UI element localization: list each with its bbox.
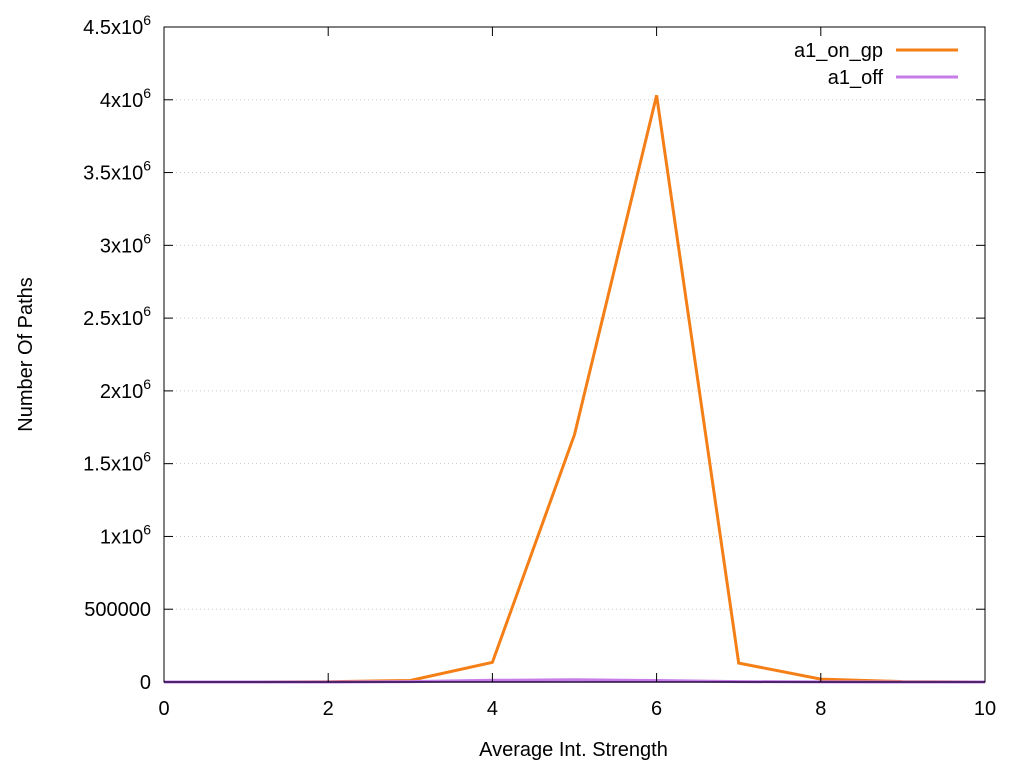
x-tick-label-5: 10 xyxy=(974,698,996,720)
legend-label-a1_off: a1_off xyxy=(828,67,884,89)
y-tick-label-3: 1.5x106 xyxy=(83,449,151,476)
legend: a1_on_gp a1_off xyxy=(794,40,958,89)
y-tick-label-9: 4.5x106 xyxy=(83,12,151,39)
x-tick-label-0: 0 xyxy=(158,698,169,720)
y-tick-label-8: 4x106 xyxy=(100,85,151,112)
series-line-a1_on_gp xyxy=(164,95,986,684)
y-tick-label-0: 0 xyxy=(140,672,151,694)
y-tick-label-2: 1x106 xyxy=(100,521,151,548)
x-tick-label-1: 2 xyxy=(323,698,334,720)
legend-label-a1_on_gp: a1_on_gp xyxy=(794,40,883,62)
x-tick-label-4: 8 xyxy=(815,698,826,720)
y-tick-label-4: 2x106 xyxy=(100,376,151,403)
y-tick-label-7: 3.5x106 xyxy=(83,158,151,185)
grid-lines xyxy=(164,99,985,610)
x-tick-label-2: 4 xyxy=(487,698,498,720)
y-tick-label-5: 2.5x106 xyxy=(83,303,151,330)
y-tick-label-6: 3x106 xyxy=(100,230,151,257)
x-axis-ticks: 0 2 4 6 8 10 xyxy=(158,27,996,720)
y-tick-label-1: 500000 xyxy=(84,599,151,621)
x-tick-label-3: 6 xyxy=(651,698,662,720)
series-lines xyxy=(164,95,986,684)
y-axis-title: Number Of Paths xyxy=(15,277,37,432)
y-axis-ticks: 0 500000 1x106 1.5x106 2x106 2.5x106 3x106 3.5x… xyxy=(83,12,985,694)
plot-border xyxy=(163,26,986,683)
x-axis-title: Average Int. Strength xyxy=(479,739,668,761)
